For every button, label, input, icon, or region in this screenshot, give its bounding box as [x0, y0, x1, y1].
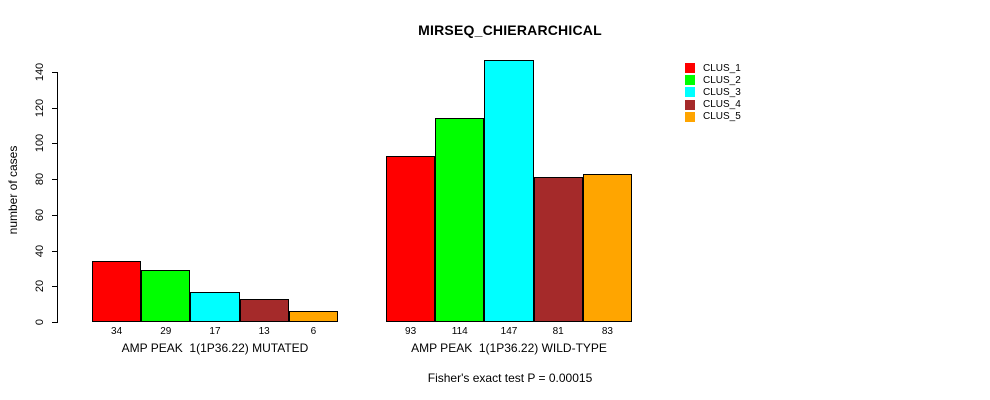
bar-clus-2-wild-type [435, 118, 485, 322]
y-tick-20 [52, 286, 58, 288]
y-tick-40 [52, 250, 58, 252]
y-tick-140 [52, 72, 58, 73]
bar-clus-4-wild-type [533, 177, 583, 322]
y-tick-label-20: 20 [34, 280, 46, 293]
legend-item-clus-2: CLUS_2 [685, 74, 741, 86]
legend-item-clus-1: CLUS_1 [685, 62, 741, 74]
bar-clus-4-mutated [239, 298, 289, 322]
y-axis-label: number of cases [6, 145, 20, 235]
legend-swatch-clus-3 [685, 87, 695, 98]
bar-value-label-clus-4-0: 13 [258, 326, 270, 337]
legend-label-clus-1: CLUS_1 [703, 62, 741, 74]
y-tick-label-80: 80 [34, 173, 46, 186]
legend-label-clus-2: CLUS_2 [703, 74, 741, 86]
y-tick-120 [52, 107, 58, 109]
legend-label-clus-3: CLUS_3 [703, 86, 741, 98]
x-axis-group-label-wild-type: AMP PEAK 1(1P36.22) WILD-TYPE [411, 341, 607, 355]
x-axis-group-label-mutated: AMP PEAK 1(1P36.22) MUTATED [121, 341, 309, 355]
bar-clus-5-wild-type [582, 173, 632, 322]
bar-clus-3-wild-type [484, 59, 534, 322]
bar-value-label-clus-1-1: 93 [405, 326, 417, 337]
legend-swatch-clus-5 [685, 111, 695, 122]
bar-value-label-clus-5-1: 83 [601, 326, 613, 337]
y-tick-0 [52, 322, 58, 323]
bar-value-label-clus-3-0: 17 [209, 326, 221, 337]
y-tick-100 [52, 143, 58, 145]
y-tick-label-120: 120 [34, 98, 46, 117]
legend-swatch-clus-2 [685, 75, 695, 86]
bar-value-label-clus-3-1: 147 [500, 326, 518, 337]
bar-value-label-clus-1-0: 34 [111, 326, 123, 337]
legend-swatch-clus-1 [685, 63, 695, 73]
legend-label-clus-4: CLUS_4 [703, 99, 741, 111]
bar-value-label-clus-2-1: 114 [451, 326, 468, 337]
bar-value-label-clus-5-0: 6 [310, 326, 317, 337]
bar-clus-3-mutated [190, 291, 240, 322]
bar-clus-1-wild-type [386, 155, 436, 322]
legend: CLUS_1 CLUS_2 CLUS_3 CLUS_4 CLUS_5 [685, 62, 741, 123]
legend-item-clus-3: CLUS_3 [685, 86, 741, 98]
bar-value-label-clus-2-0: 29 [160, 326, 172, 337]
y-tick-60 [52, 214, 58, 216]
y-tick-label-60: 60 [34, 208, 46, 221]
legend-item-clus-5: CLUS_5 [685, 111, 741, 123]
bar-clus-1-mutated [92, 261, 142, 322]
y-tick-label-40: 40 [34, 244, 46, 257]
chart-title: MIRSEQ_CHIERARCHICAL [418, 22, 602, 38]
legend-label-clus-5: CLUS_5 [703, 111, 741, 123]
legend-item-clus-4: CLUS_4 [685, 99, 741, 111]
legend-swatch-clus-4 [685, 99, 695, 110]
y-tick-80 [52, 179, 58, 181]
y-tick-label-0: 0 [34, 318, 46, 326]
y-tick-label-100: 100 [34, 134, 46, 153]
bar-clus-2-mutated [141, 270, 191, 322]
bar-clus-5-mutated [288, 311, 338, 322]
y-tick-label-140: 140 [34, 62, 46, 82]
footer-annotation: Fisher's exact test P = 0.00015 [427, 371, 593, 385]
bar-value-label-clus-4-1: 81 [552, 326, 564, 337]
y-axis-line [57, 72, 58, 323]
